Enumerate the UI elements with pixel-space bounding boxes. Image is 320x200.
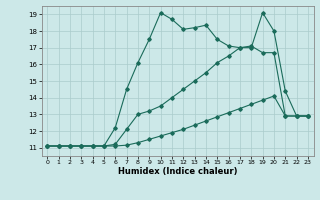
X-axis label: Humidex (Indice chaleur): Humidex (Indice chaleur) xyxy=(118,167,237,176)
